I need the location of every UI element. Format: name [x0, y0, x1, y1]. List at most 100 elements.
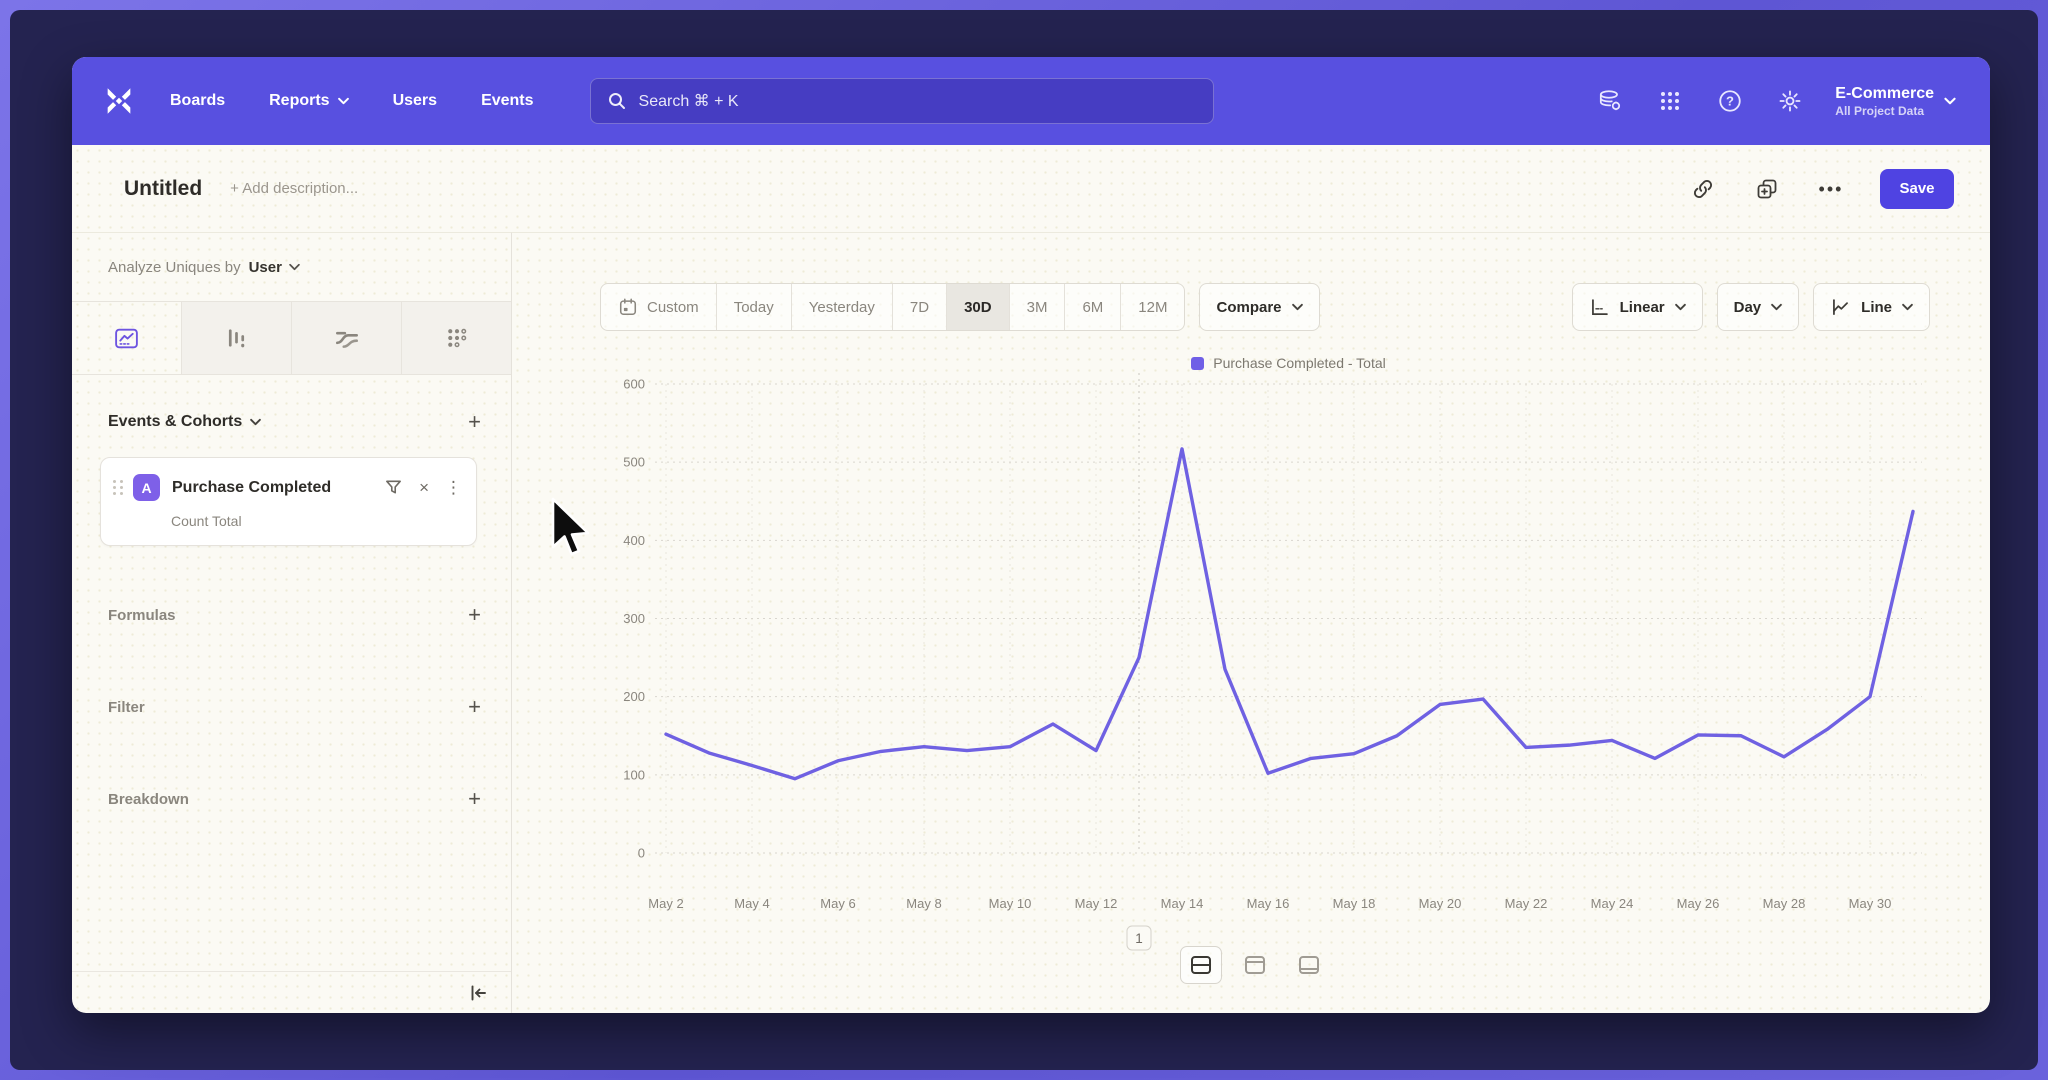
- add-breakdown-button[interactable]: +: [468, 786, 481, 811]
- y-tick-label: 200: [623, 689, 645, 704]
- nav-item-boards[interactable]: Boards: [170, 92, 226, 109]
- breakdown-label: Breakdown: [108, 790, 189, 808]
- y-tick-label: 300: [623, 611, 645, 626]
- mixpanel-logo-icon[interactable]: [96, 78, 142, 124]
- search-input[interactable]: Search ⌘ + K: [589, 78, 1214, 124]
- y-tick-label: 500: [623, 455, 645, 470]
- scale-dropdown[interactable]: Linear: [1571, 283, 1703, 331]
- x-tick-label: May 22: [1505, 896, 1548, 911]
- series-line[interactable]: [664, 447, 1915, 781]
- chevron-down-icon: [1674, 303, 1686, 311]
- range-6m[interactable]: 6M: [1065, 284, 1122, 330]
- project-info: E-Commerce All Project Data: [1835, 84, 1934, 118]
- copy-link-icon[interactable]: [1688, 174, 1718, 204]
- analyze-row: Analyze Uniques by User: [72, 233, 511, 301]
- annotation-badge[interactable]: [1126, 925, 1152, 951]
- chart-toolbar: Custom Today Yesterday 7D 30D 3M 6M 12M …: [600, 283, 1930, 331]
- x-tick-label: May 24: [1591, 896, 1634, 911]
- event-kebab-menu-icon[interactable]: ⋮: [445, 477, 462, 497]
- filter-label: Filter: [108, 698, 145, 716]
- chevron-down-icon: [1291, 303, 1303, 311]
- analyze-by-dropdown[interactable]: User: [249, 259, 300, 276]
- drag-handle-icon[interactable]: [113, 480, 127, 495]
- chart-panel: Custom Today Yesterday 7D 30D 3M 6M 12M …: [512, 232, 1990, 1013]
- compare-label: Compare: [1216, 298, 1282, 316]
- event-card-actions: × ⋮: [384, 478, 462, 498]
- events-cohorts-title[interactable]: Events & Cohorts: [108, 413, 262, 431]
- axis-icon: [1591, 298, 1608, 315]
- project-subtitle: All Project Data: [1835, 104, 1924, 118]
- nav-item-events[interactable]: Events: [481, 92, 534, 109]
- formulas-label: Formulas: [108, 606, 176, 624]
- range-3m[interactable]: 3M: [1010, 284, 1066, 330]
- range-today[interactable]: Today: [717, 284, 792, 330]
- interval-dropdown[interactable]: Day: [1716, 283, 1800, 331]
- tab-flows[interactable]: [292, 302, 402, 374]
- help-icon[interactable]: ?: [1715, 86, 1745, 116]
- save-button[interactable]: Save: [1880, 168, 1954, 209]
- x-tick-label: May 10: [989, 896, 1032, 911]
- remove-event-icon[interactable]: ×: [419, 477, 429, 497]
- title-actions: ••• Save: [1688, 168, 1954, 209]
- collapse-sidebar-icon[interactable]: [467, 982, 489, 1004]
- x-tick-label: May 2: [648, 896, 683, 911]
- x-tick-label: May 8: [906, 896, 941, 911]
- tab-insights[interactable]: [72, 302, 182, 374]
- range-custom[interactable]: Custom: [601, 284, 717, 330]
- event-name[interactable]: Purchase Completed: [172, 478, 332, 496]
- analyze-label: Analyze Uniques by: [108, 258, 241, 276]
- y-tick-label: 400: [623, 533, 645, 548]
- nav-item-users[interactable]: Users: [392, 92, 438, 109]
- chart-legend[interactable]: Purchase Completed - Total: [655, 355, 1922, 371]
- top-nav: Boards Reports Users Events Search ⌘ + K: [72, 57, 1990, 145]
- tab-funnels[interactable]: [182, 302, 292, 374]
- range-yesterday[interactable]: Yesterday: [792, 284, 893, 330]
- add-description-field[interactable]: + Add description...: [230, 180, 359, 197]
- section-formulas: Formulas +: [108, 604, 481, 626]
- layout-split-button[interactable]: [1180, 946, 1222, 984]
- chevron-down-icon: [250, 418, 262, 426]
- line-chart[interactable]: May 2 May 4 May 6 May 8 May 10 May 12 May 14 Ma…: [512, 373, 1990, 973]
- chart-type-dropdown[interactable]: Line: [1813, 283, 1930, 331]
- tab-retention[interactable]: [402, 302, 511, 374]
- add-filter-button[interactable]: +: [468, 694, 481, 719]
- layout-table-only-button[interactable]: [1288, 946, 1330, 984]
- app-window: Boards Reports Users Events Search ⌘ + K: [72, 57, 1990, 1013]
- nav-item-reports-label: Reports: [269, 92, 330, 109]
- report-title-bar: Untitled + Add description... •••: [72, 145, 1990, 232]
- report-title[interactable]: Untitled: [124, 176, 203, 200]
- legend-label: Purchase Completed - Total: [1213, 355, 1386, 371]
- query-builder-sidebar: Analyze Uniques by User: [72, 232, 512, 1013]
- scale-label: Linear: [1619, 298, 1665, 316]
- add-event-button[interactable]: +: [468, 409, 481, 434]
- funnels-icon: [228, 328, 245, 347]
- more-options-icon[interactable]: •••: [1818, 178, 1844, 199]
- range-12m[interactable]: 12M: [1138, 298, 1168, 316]
- x-tick-label: May 30: [1849, 896, 1892, 911]
- add-formula-button[interactable]: +: [468, 602, 481, 627]
- calendar-icon: [619, 298, 637, 316]
- event-metric-dropdown[interactable]: Count Total: [171, 513, 242, 529]
- y-tick-label: 600: [623, 377, 645, 392]
- range-7d[interactable]: 7D: [893, 284, 948, 330]
- analyze-by-value: User: [248, 258, 282, 276]
- nav-item-reports[interactable]: Reports: [269, 92, 349, 110]
- filter-funnel-icon[interactable]: [384, 478, 403, 497]
- chevron-down-icon: [1771, 303, 1782, 311]
- event-card[interactable]: A Purchase Completed × ⋮ Count Total: [100, 457, 477, 546]
- data-management-icon[interactable]: [1595, 86, 1625, 116]
- svg-text:?: ?: [1726, 94, 1734, 109]
- duplicate-icon[interactable]: [1752, 174, 1782, 204]
- range-30d[interactable]: 30D: [947, 284, 1010, 330]
- layout-top-icon: [1245, 956, 1265, 974]
- settings-gear-icon[interactable]: [1775, 86, 1805, 116]
- compare-button[interactable]: Compare: [1199, 283, 1320, 331]
- layout-chart-only-button[interactable]: [1234, 946, 1276, 984]
- y-tick-label: 0: [638, 846, 645, 861]
- x-tick-label: May 26: [1677, 896, 1720, 911]
- apps-grid-icon[interactable]: [1655, 86, 1685, 116]
- interval-label: Day: [1733, 298, 1762, 316]
- project-switcher[interactable]: E-Commerce All Project Data: [1835, 84, 1956, 118]
- line-chart-icon: [1833, 298, 1849, 315]
